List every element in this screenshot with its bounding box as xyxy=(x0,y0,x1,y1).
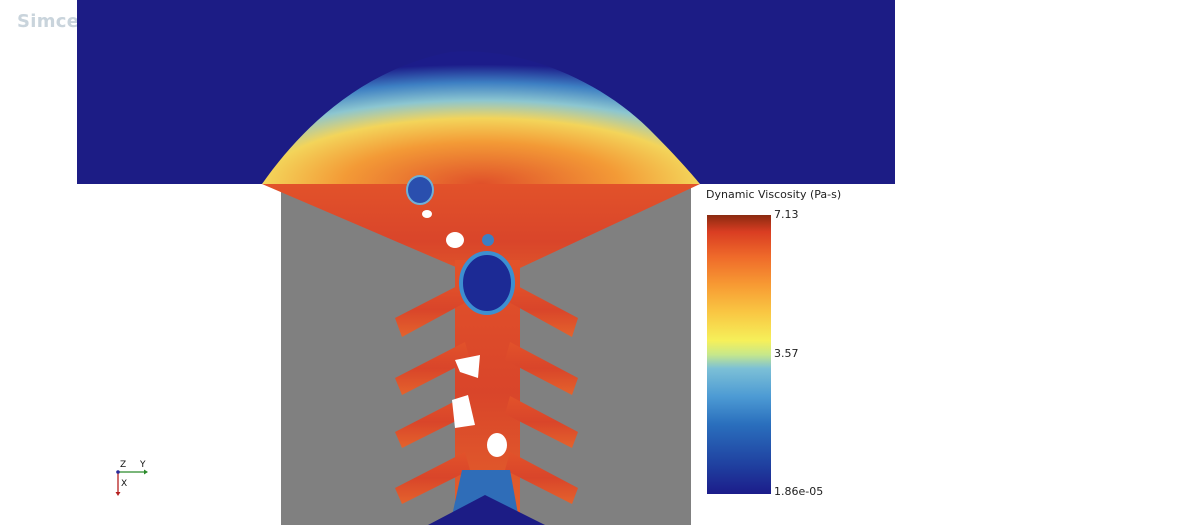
void-regions xyxy=(422,210,507,457)
axis-z-label: Z xyxy=(120,460,127,470)
outlet-blue xyxy=(428,495,545,525)
legend-min-label: 1.86e-05 xyxy=(774,485,824,498)
legend-colorbar xyxy=(707,215,771,494)
bubble-left xyxy=(406,175,434,205)
axis-y-label: Y xyxy=(140,460,146,470)
viscosity-mound xyxy=(262,51,700,185)
legend-title: Dynamic Viscosity (Pa-s) xyxy=(706,188,842,201)
bubble-large xyxy=(459,251,515,315)
axis-x-label: X xyxy=(121,479,128,489)
bubble-small xyxy=(482,234,494,246)
legend-max-label: 7.13 xyxy=(774,208,799,221)
axis-arrows-icon xyxy=(115,469,148,496)
legend-mid-label: 3.57 xyxy=(774,347,799,360)
brand-watermark: Simce xyxy=(17,11,80,32)
axis-triad[interactable]: Z Y X xyxy=(110,458,160,498)
